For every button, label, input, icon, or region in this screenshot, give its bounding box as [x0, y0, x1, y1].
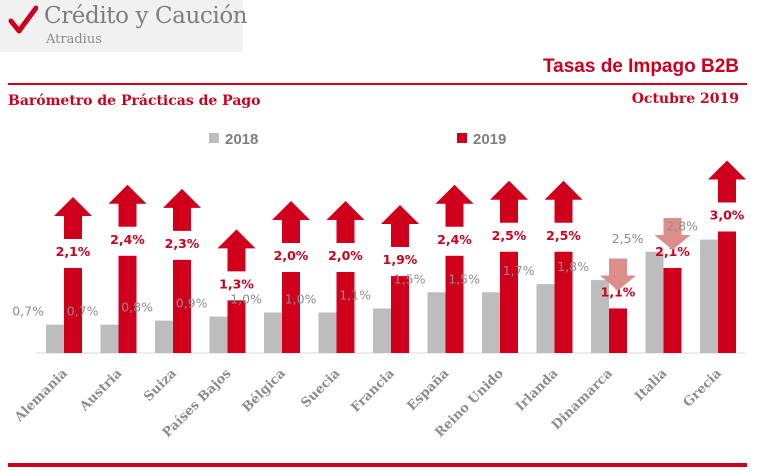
credito-y-caucion-logo-icon	[8, 5, 38, 34]
trend-up-arrow-icon	[544, 180, 583, 223]
bar-2019	[64, 267, 82, 353]
category-label: Italia	[632, 366, 670, 404]
top-divider	[8, 83, 747, 85]
bar-2018	[700, 239, 718, 353]
trend-up-arrow-icon	[54, 196, 92, 239]
brand-name: Crédito y Caución	[44, 3, 248, 29]
brand-sub: Atradius	[46, 32, 102, 47]
trend-up-arrow-icon	[272, 201, 310, 243]
category-label: Irlanda	[513, 366, 562, 415]
bar-2018	[209, 316, 228, 353]
trend-up-arrow-icon	[108, 184, 147, 227]
bar-2018	[100, 324, 119, 353]
data-label-2018: 1,1%	[339, 287, 371, 302]
category-label: España	[405, 366, 453, 414]
legend-label-2019: 2019	[473, 131, 506, 148]
trend-up-arrow-icon	[708, 160, 746, 203]
data-label-2018: 0,7%	[67, 304, 99, 319]
bottom-divider	[8, 463, 747, 467]
data-label-2018: 1,0%	[230, 292, 262, 307]
bar-2019	[663, 267, 682, 353]
category-label: Suiza	[141, 366, 180, 405]
bar-2019	[336, 272, 355, 353]
category-label: Francia	[348, 366, 398, 416]
data-label-2018: 1,8%	[557, 259, 589, 274]
data-label-2019: 1,3%	[219, 276, 254, 291]
page-title: Tasas de Impago B2B	[542, 56, 739, 77]
trend-up-arrow-icon	[381, 205, 419, 248]
bar-2018	[46, 324, 64, 353]
data-label-2018: 0,8%	[121, 300, 153, 315]
bar-2019	[609, 308, 627, 353]
data-label-2019: 2,0%	[274, 248, 309, 263]
report-date: Octubre 2019	[631, 91, 739, 107]
chart-legend: 2018 2019	[209, 131, 506, 148]
bar-2018	[591, 280, 609, 353]
bar-2019	[391, 276, 409, 353]
data-label-2019: 2,4%	[437, 232, 472, 247]
trend-up-arrow-icon	[490, 180, 528, 223]
data-label-2019: 1,9%	[383, 252, 418, 267]
trend-up-arrow-icon	[163, 188, 201, 231]
bar-2018	[318, 312, 337, 353]
data-label-2019: 3,0%	[710, 208, 745, 223]
category-label: Bélgica	[240, 366, 290, 416]
bar-2019	[500, 251, 518, 353]
data-label-2018: 0,9%	[176, 296, 208, 311]
legend-swatch-2019	[457, 133, 467, 143]
bar-2018	[482, 292, 500, 353]
trend-down-arrow-icon	[600, 258, 636, 291]
logo-area: Crédito y Caución Atradius	[0, 0, 248, 52]
data-label-2019: 2,0%	[328, 248, 363, 263]
data-label-2019: 2,1%	[56, 244, 91, 259]
data-label-2018: 2,5%	[612, 231, 644, 246]
category-label: Suecia	[299, 366, 344, 411]
chart-marks: 0,7% 2,1% Alemania 0,7% 2,4% Austria 0,8% 2,3% S…	[11, 160, 746, 441]
data-label-2019: 2,5%	[546, 228, 581, 243]
bar-2019	[554, 251, 573, 353]
bar-2018	[427, 292, 446, 353]
bar-2018	[155, 320, 173, 353]
bar-2018	[645, 251, 664, 353]
bar-2018	[264, 312, 282, 353]
data-label-2019: 1,1%	[601, 284, 636, 299]
data-label-2018: 1,7%	[503, 263, 535, 278]
bar-2019	[718, 231, 736, 353]
category-label: Grecia	[681, 366, 726, 411]
report-subtitle: Barómetro de Prácticas de Pago	[8, 93, 261, 109]
category-label: Alemania	[11, 366, 71, 426]
bar-2019	[173, 259, 191, 353]
bar-2018	[373, 308, 391, 353]
bar-2019	[118, 255, 137, 353]
data-label-2019: 2,5%	[492, 228, 527, 243]
bar-2019	[282, 272, 300, 353]
data-label-2019: 2,1%	[655, 244, 690, 259]
data-label-2019: 2,4%	[110, 232, 145, 247]
data-label-2018: 0,7%	[12, 304, 44, 319]
bar-2018	[536, 284, 555, 353]
data-label-2018: 1,0%	[285, 292, 317, 307]
legend-label-2018: 2018	[225, 131, 258, 148]
trend-down-arrow-icon	[654, 217, 691, 250]
data-label-2018: 1,5%	[394, 271, 426, 286]
bar-2019	[445, 255, 464, 353]
legend-swatch-2018	[209, 133, 219, 143]
data-label-2018: 2,8%	[666, 219, 698, 234]
trend-up-arrow-icon	[326, 201, 365, 243]
data-label-2019: 2,3%	[165, 236, 200, 251]
bar-2019	[227, 300, 246, 353]
trend-up-arrow-icon	[435, 184, 474, 227]
trend-up-arrow-icon	[217, 229, 256, 272]
category-label: Austria	[76, 366, 125, 415]
data-label-2018: 1,5%	[448, 271, 480, 286]
